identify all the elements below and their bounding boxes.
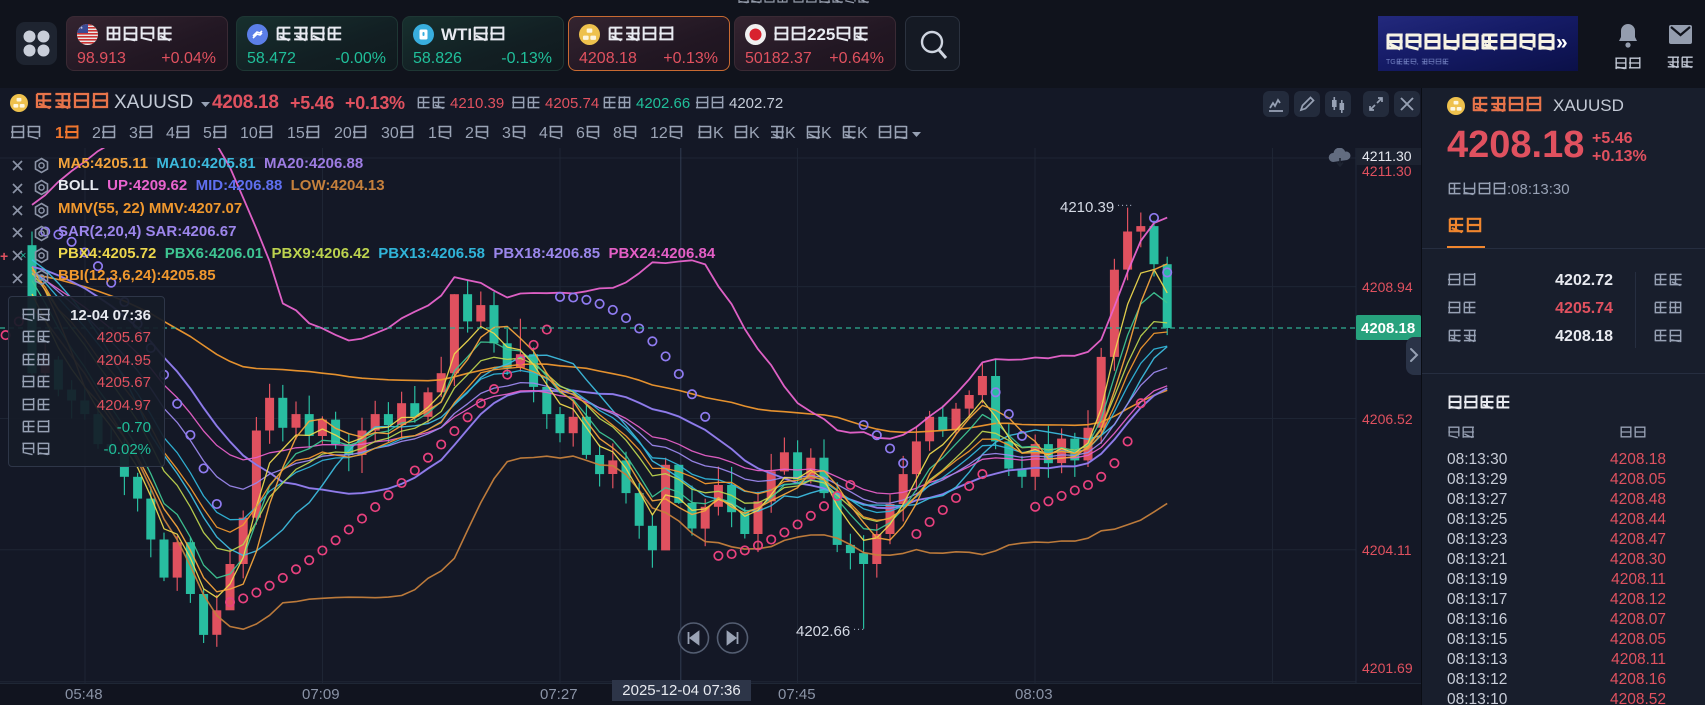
svg-text:4211.30: 4211.30 bbox=[1362, 148, 1412, 164]
svg-text:4206.52: 4206.52 bbox=[1362, 411, 1413, 427]
svg-text:4208.18: 4208.18 bbox=[1361, 320, 1415, 337]
svg-text:4204.11: 4204.11 bbox=[1362, 542, 1412, 558]
svg-text:4210.39: 4210.39 bbox=[1060, 199, 1114, 216]
svg-text:....: .... bbox=[1117, 197, 1133, 209]
svg-text:4211.30: 4211.30 bbox=[1362, 163, 1412, 179]
svg-text:4201.69: 4201.69 bbox=[1362, 660, 1413, 676]
svg-text:...: ... bbox=[853, 621, 865, 633]
svg-text:4208.94: 4208.94 bbox=[1362, 279, 1413, 295]
svg-text:**: ** bbox=[78, 27, 83, 33]
svg-text:4202.66: 4202.66 bbox=[796, 623, 850, 640]
